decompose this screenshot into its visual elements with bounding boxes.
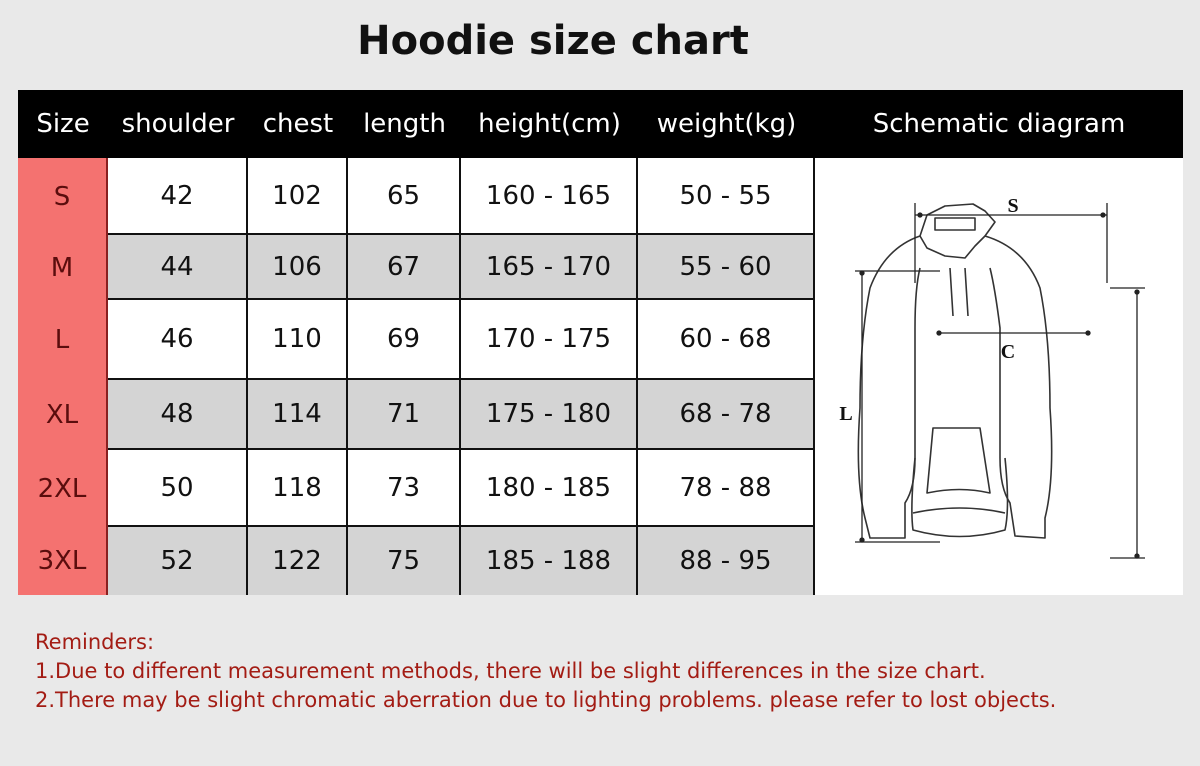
cell-height: 180 - 185 <box>461 450 638 527</box>
col-header-weight: weight(kg) <box>656 109 797 139</box>
cell-chest: 114 <box>248 380 348 450</box>
cell-size: 2XL <box>18 450 108 527</box>
cell-length: 75 <box>348 527 461 595</box>
reminder-item: 1.Due to different measurement methods, … <box>35 659 986 683</box>
col-header-chest: chest <box>262 109 334 139</box>
page-title: Hoodie size chart <box>357 18 749 64</box>
cell-chest: 122 <box>248 527 348 595</box>
cell-length: 65 <box>348 158 461 235</box>
cell-weight: 88 - 95 <box>638 527 815 595</box>
table-header: Size shoulder chest length height(cm) we… <box>18 90 1183 158</box>
cell-height: 185 - 188 <box>461 527 638 595</box>
cell-length: 73 <box>348 450 461 527</box>
cell-weight: 50 - 55 <box>638 158 815 235</box>
cell-weight: 60 - 68 <box>638 300 815 380</box>
size-table: S 42 102 65 160 - 165 50 - 55 M 44 106 67 165 - 17… <box>18 158 815 595</box>
cell-chest: 102 <box>248 158 348 235</box>
cell-chest: 118 <box>248 450 348 527</box>
cell-shoulder: 42 <box>108 158 248 235</box>
cell-size: XL <box>18 380 108 450</box>
cell-chest: 106 <box>248 235 348 300</box>
schematic-diagram: S C L <box>815 158 1183 595</box>
cell-shoulder: 46 <box>108 300 248 380</box>
reminder-item: 2.There may be slight chromatic aberrati… <box>35 688 1057 712</box>
cell-shoulder: 48 <box>108 380 248 450</box>
cell-weight: 68 - 78 <box>638 380 815 450</box>
cell-height: 175 - 180 <box>461 380 638 450</box>
cell-height: 170 - 175 <box>461 300 638 380</box>
reminders-heading: Reminders: <box>35 630 155 654</box>
cell-shoulder: 44 <box>108 235 248 300</box>
col-header-diagram: Schematic diagram <box>872 109 1126 139</box>
cell-weight: 78 - 88 <box>638 450 815 527</box>
cell-length: 67 <box>348 235 461 300</box>
cell-size: L <box>18 300 108 380</box>
hoodie-outline-icon: S C L <box>839 195 1145 559</box>
cell-shoulder: 52 <box>108 527 248 595</box>
reminders: Reminders: 1.Due to different measuremen… <box>35 628 1056 715</box>
length-label: L <box>839 403 852 425</box>
cell-size: S <box>18 158 108 235</box>
col-header-height: height(cm) <box>478 109 621 139</box>
cell-chest: 110 <box>248 300 348 380</box>
cell-weight: 55 - 60 <box>638 235 815 300</box>
cell-size: 3XL <box>18 527 108 595</box>
cell-length: 71 <box>348 380 461 450</box>
cell-shoulder: 50 <box>108 450 248 527</box>
cell-length: 69 <box>348 300 461 380</box>
cell-height: 160 - 165 <box>461 158 638 235</box>
chest-label: C <box>1001 341 1015 363</box>
col-header-length: length <box>363 109 446 139</box>
shoulder-label: S <box>1007 195 1018 217</box>
col-header-size: Size <box>36 109 90 139</box>
col-header-shoulder: shoulder <box>121 109 235 139</box>
cell-height: 165 - 170 <box>461 235 638 300</box>
cell-size: M <box>18 235 108 300</box>
